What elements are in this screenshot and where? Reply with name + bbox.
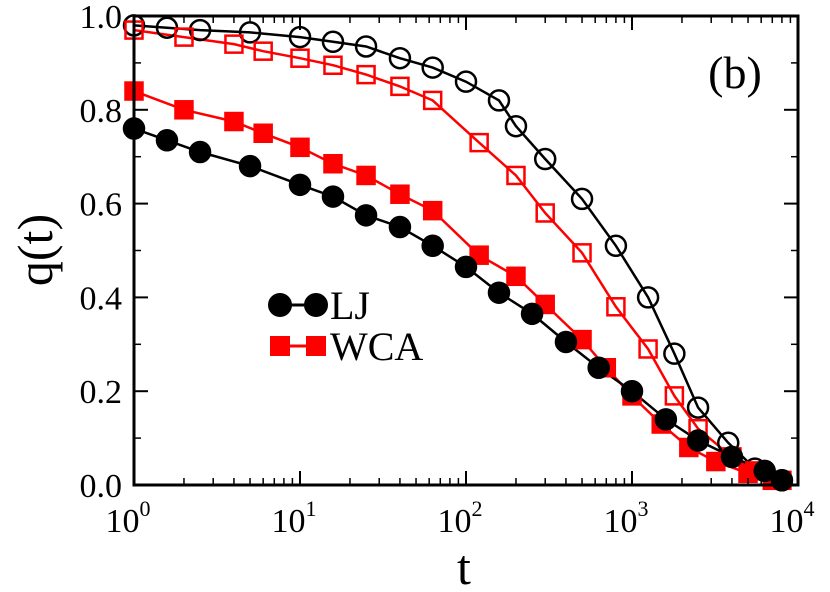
data-point-circle bbox=[454, 70, 478, 93]
legend-marker-square bbox=[306, 336, 326, 356]
data-point-square bbox=[290, 137, 310, 158]
x-tick-base: 10 bbox=[770, 503, 804, 540]
panel-label: (b) bbox=[708, 47, 762, 98]
data-point-square bbox=[390, 76, 410, 97]
data-point-circle bbox=[686, 396, 710, 419]
legend-marker-circle bbox=[268, 293, 292, 317]
data-point-square bbox=[469, 132, 489, 153]
series-line bbox=[134, 127, 783, 482]
data-point-square bbox=[506, 165, 526, 186]
data-point-circle bbox=[554, 330, 578, 354]
data-point-square bbox=[535, 203, 555, 223]
y-tick-label: 1.0 bbox=[80, 0, 123, 36]
data-point-circle bbox=[654, 408, 678, 431]
data-point-circle bbox=[753, 459, 776, 483]
x-tick-exponent: 1 bbox=[306, 496, 317, 521]
legend-marker-circle bbox=[304, 293, 328, 317]
data-point-circle bbox=[238, 154, 262, 178]
x-tick-base: 10 bbox=[272, 503, 306, 540]
data-point-circle bbox=[520, 302, 544, 326]
x-tick-base: 10 bbox=[604, 503, 638, 540]
x-tick-exponent: 4 bbox=[804, 496, 815, 521]
data-point-circle bbox=[288, 173, 312, 197]
data-point-square bbox=[390, 184, 410, 204]
data-point-circle bbox=[188, 140, 212, 164]
data-point-circle bbox=[321, 185, 345, 208]
data-point-circle bbox=[354, 35, 378, 58]
x-tick-exponent: 0 bbox=[140, 496, 151, 521]
data-point-square bbox=[224, 111, 244, 132]
data-point-circle bbox=[354, 204, 378, 227]
data-point-square bbox=[323, 55, 343, 75]
data-point-square bbox=[356, 64, 376, 85]
data-point-circle bbox=[388, 215, 412, 239]
series-line bbox=[134, 24, 783, 482]
data-point-square bbox=[422, 90, 443, 111]
data-point-circle bbox=[487, 281, 511, 304]
data-point-square bbox=[290, 48, 310, 68]
data-point-circle bbox=[636, 286, 660, 309]
data-point-circle bbox=[663, 342, 686, 365]
y-tick-label: 0.6 bbox=[80, 187, 123, 224]
data-point-circle bbox=[720, 445, 744, 469]
data-point-square bbox=[253, 123, 273, 143]
data-point-circle bbox=[604, 234, 628, 258]
x-tick-label: 101 bbox=[272, 496, 317, 540]
series-line bbox=[134, 28, 783, 482]
data-point-circle bbox=[155, 129, 179, 152]
legend-marker-square bbox=[270, 336, 290, 356]
data-point-circle bbox=[487, 89, 511, 112]
x-axis-title: t bbox=[457, 539, 471, 592]
data-point-circle bbox=[587, 356, 610, 379]
data-point-square bbox=[469, 245, 489, 265]
data-point-circle bbox=[620, 379, 644, 403]
data-point-square bbox=[572, 243, 592, 263]
x-tick-label: 100 bbox=[106, 496, 151, 540]
x-tick-label: 102 bbox=[438, 496, 483, 540]
y-tick-label: 0.8 bbox=[80, 93, 123, 130]
data-point-circle bbox=[454, 255, 478, 279]
data-point-square bbox=[174, 100, 194, 120]
y-tick-label: 0.0 bbox=[80, 468, 123, 505]
data-point-square bbox=[253, 41, 273, 61]
data-point-circle bbox=[388, 46, 412, 70]
data-point-circle bbox=[421, 234, 444, 258]
data-point-circle bbox=[686, 429, 710, 452]
x-tick-base: 10 bbox=[438, 503, 472, 540]
data-point-square bbox=[606, 297, 626, 317]
x-tick-label: 104 bbox=[770, 496, 815, 540]
data-point-square bbox=[638, 339, 658, 359]
data-point-circle bbox=[570, 187, 594, 211]
data-point-circle bbox=[533, 147, 557, 171]
data-point-square bbox=[664, 386, 685, 406]
x-tick-base: 10 bbox=[106, 503, 140, 540]
data-point-circle bbox=[504, 114, 528, 138]
data-point-circle bbox=[188, 18, 212, 42]
data-point-square bbox=[422, 200, 443, 221]
data-point-circle bbox=[421, 56, 444, 79]
data-point-square bbox=[323, 153, 343, 174]
data-point-square bbox=[224, 34, 244, 54]
y-tick-label: 0.2 bbox=[80, 374, 123, 411]
data-point-square bbox=[506, 266, 526, 287]
data-point-square bbox=[174, 27, 194, 47]
data-point-square bbox=[356, 165, 376, 186]
legend-label: LJ bbox=[330, 283, 370, 328]
x-tick-label: 103 bbox=[604, 496, 649, 540]
plot-frame bbox=[132, 14, 800, 487]
data-point-circle bbox=[321, 30, 345, 54]
x-tick-exponent: 3 bbox=[638, 496, 649, 521]
x-tick-exponent: 2 bbox=[472, 496, 483, 521]
legend-label: WCA bbox=[330, 324, 423, 369]
y-axis-title: q(t) bbox=[7, 214, 63, 286]
y-tick-label: 0.4 bbox=[80, 280, 123, 317]
